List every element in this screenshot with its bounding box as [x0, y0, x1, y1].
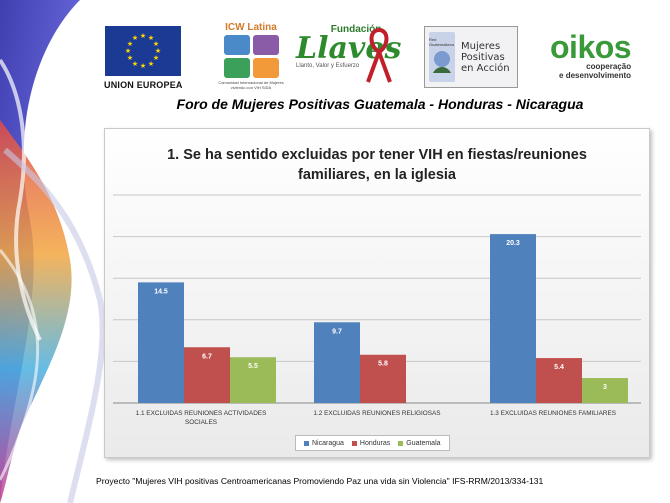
- eu-label: UNION EUROPEA: [104, 80, 183, 90]
- svg-text:★: ★: [140, 62, 146, 70]
- legend-item-guatemala: Guatemala: [398, 439, 441, 447]
- svg-text:★: ★: [125, 47, 131, 55]
- svg-text:★: ★: [132, 60, 138, 68]
- data-label-honduras-3: 5.4: [554, 364, 564, 371]
- bar-nicaragua-3: [490, 234, 536, 403]
- mpa-title: Mujeres Positivas en Acción: [461, 40, 510, 74]
- llaves-logo: Fundación Llaves Llanto, Valor y Esfuerz…: [296, 24, 401, 83]
- heart-icon: [252, 58, 279, 78]
- bar-honduras-1: [184, 347, 230, 403]
- category-label-1: 1.1 EXCLUIDAS REUNIONES ACTIVIDADES SOCIA…: [136, 410, 267, 426]
- legend-label: Nicaragua: [312, 439, 344, 447]
- mpa-network-label: Red Guatemalteca: [429, 37, 454, 47]
- category-label-3: 1.3 EXCLUIDAS REUNIONES FAMILIARES: [490, 410, 616, 417]
- bar-chart: 14.5 6.7 5.5 1.1 EXCLUIDAS REUNIONES ACTIVI…: [113, 194, 641, 426]
- llaves-tagline: Llanto, Valor y Esfuerzo: [296, 63, 360, 69]
- project-footer: Proyecto "Mujeres VIH positivas Centroam…: [96, 476, 544, 486]
- svg-text:★: ★: [148, 60, 154, 68]
- decorative-swirl: [0, 0, 106, 503]
- legend-item-honduras: Honduras: [351, 439, 391, 447]
- data-label-nicaragua-2: 9.7: [332, 328, 342, 335]
- data-label-honduras-1: 6.7: [202, 353, 212, 360]
- data-label-honduras-2: 5.8: [378, 361, 388, 368]
- svg-text:★: ★: [127, 40, 133, 48]
- oikos-sub1: cooperação: [586, 62, 632, 71]
- svg-text:★: ★: [153, 54, 159, 62]
- bar-honduras-3: [536, 358, 582, 403]
- globe-icon: [223, 35, 250, 55]
- forum-title: Foro de Mujeres Positivas Guatemala - Ho…: [176, 96, 584, 112]
- legend-swatch: [304, 440, 309, 446]
- female-symbol-icon: [223, 58, 250, 78]
- svg-text:★: ★: [148, 34, 154, 42]
- mujeres-positivas-box: Red Guatemalteca Mujeres Positivas en Ac…: [424, 26, 518, 88]
- bar-guatemala-1: [230, 357, 276, 403]
- chart-title: 1. Se ha sentido excluidas por tener VIH…: [167, 147, 587, 183]
- icw-icon-grid: [223, 35, 279, 78]
- eu-flag-icon: ★ ★ ★ ★ ★ ★ ★ ★ ★ ★ ★ ★: [105, 26, 182, 76]
- svg-text:★: ★: [153, 40, 159, 48]
- hands-icon: Red Guatemalteca: [429, 32, 455, 82]
- category-label-2: 1.2 EXCLUIDAS REUNIONES RELIGIOSAS: [313, 410, 440, 417]
- legend-swatch: [351, 440, 357, 446]
- ribbon-icon: [366, 27, 392, 83]
- bar-guatemala-3: [582, 378, 628, 403]
- bar-honduras-2: [360, 354, 406, 403]
- mujeres-positivas-logo: Red Guatemalteca Mujeres Positivas en Ac…: [424, 26, 518, 88]
- llaves-top-label: Fundación: [330, 24, 382, 35]
- legend-label: Honduras: [359, 439, 391, 447]
- data-label-guatemala-3: 3: [603, 384, 607, 391]
- legend-item-nicaragua: Nicaragua: [304, 440, 344, 447]
- svg-text:★: ★: [127, 54, 133, 62]
- icw-latina-logo: ICW Latina Comunidad Internacional de Mu…: [216, 22, 286, 90]
- data-label-guatemala-1: 5.5: [248, 363, 258, 370]
- icw-title: ICW Latina: [225, 22, 277, 33]
- oikos-sub2: e desenvolvimento: [559, 71, 632, 80]
- legend-label: Guatemala: [406, 439, 441, 447]
- svg-text:★: ★: [155, 47, 161, 55]
- legend-swatch: [398, 440, 404, 446]
- data-label-nicaragua-3: 20.3: [506, 240, 520, 247]
- data-label-nicaragua-1: 14.5: [154, 288, 168, 295]
- figure-icon: [252, 35, 279, 55]
- eu-logo: ★ ★ ★ ★ ★ ★ ★ ★ ★ ★ ★ ★ UNION EUROPEA: [104, 26, 183, 90]
- oikos-logo: oikos cooperação e desenvolvimento: [550, 29, 632, 80]
- chart-panel: 1. Se ha sentido excluidas por tener VIH…: [104, 128, 650, 458]
- chart-legend: Nicaragua Honduras Guatemala: [295, 435, 450, 451]
- svg-text:★: ★: [132, 34, 138, 42]
- icw-subtitle: Comunidad Internacional de Mujeres vivie…: [218, 80, 284, 90]
- oikos-name: oikos: [550, 29, 632, 65]
- bar-nicaragua-2: [314, 322, 360, 403]
- svg-text:★: ★: [140, 32, 146, 40]
- bar-nicaragua-1: [138, 282, 184, 403]
